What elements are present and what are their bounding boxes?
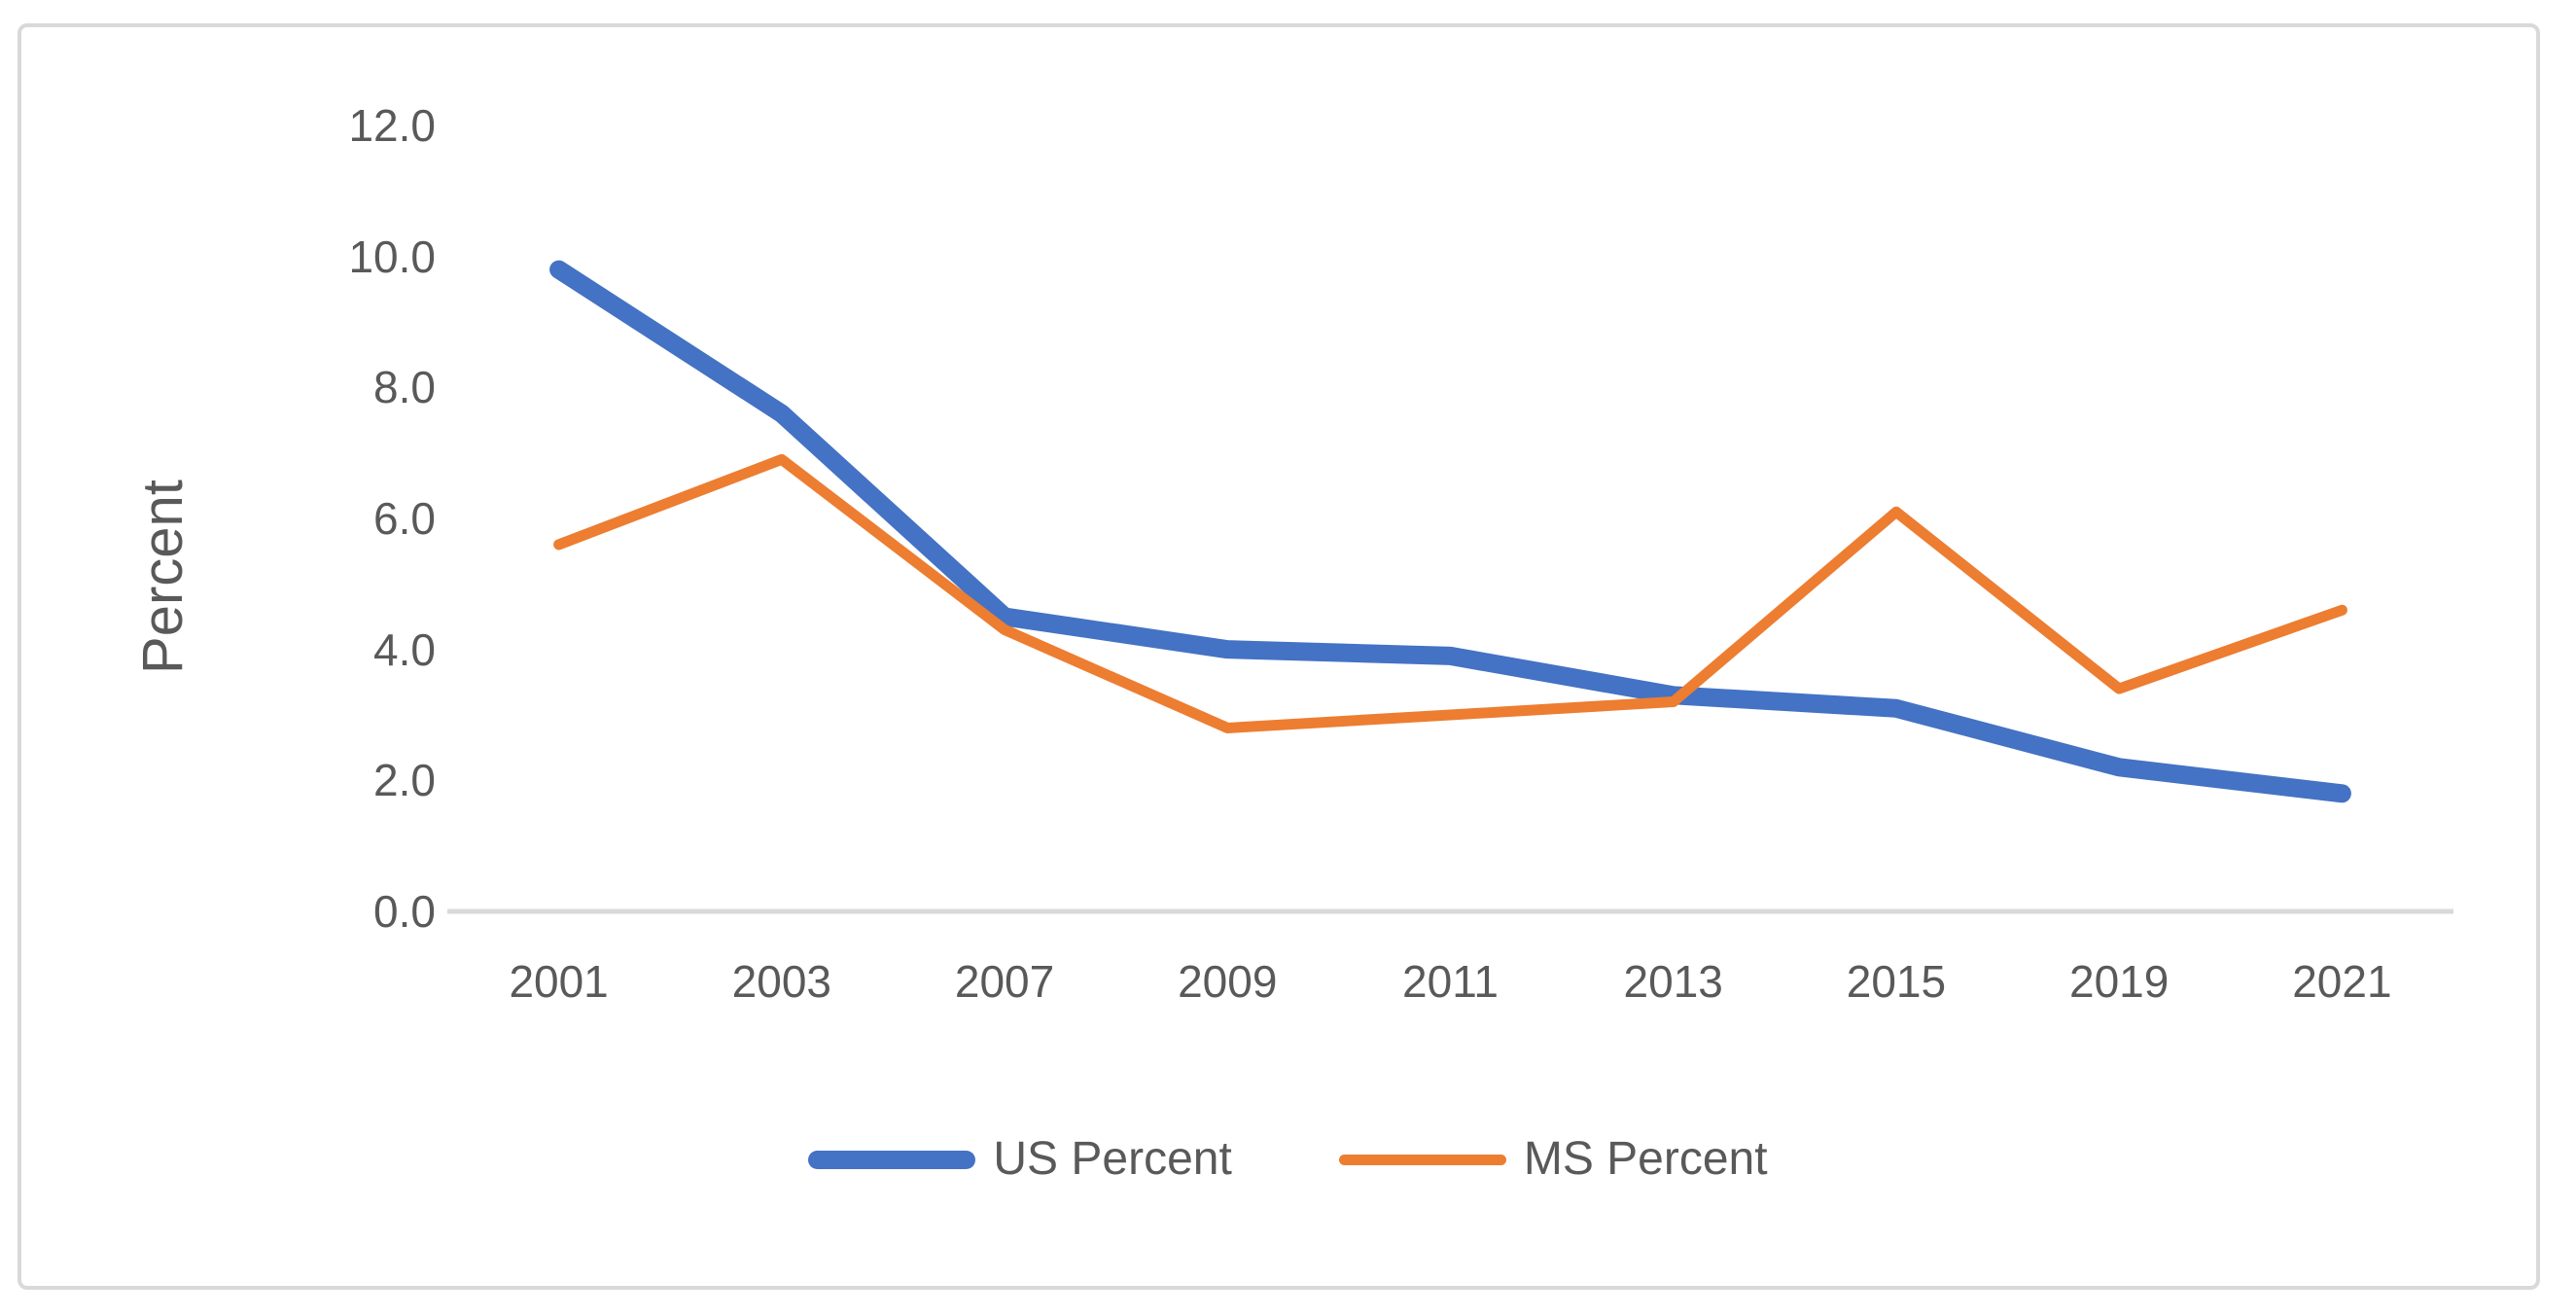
legend-label-ms: MS Percent: [1523, 1133, 1768, 1185]
legend: US Percent MS Percent: [0, 1134, 2576, 1185]
x-tick-label: 2015: [1846, 956, 1947, 1007]
x-tick-label: 2013: [1623, 956, 1723, 1007]
ms-line-swatch: [1338, 1154, 1506, 1165]
chart-border: [18, 23, 2540, 1290]
legend-item-ms: MS Percent: [1338, 1133, 1768, 1185]
y-tick-label: 6.0: [373, 493, 436, 544]
x-tick-label: 2003: [731, 956, 831, 1007]
x-tick-label: 2011: [1402, 956, 1499, 1007]
x-tick-label: 2019: [2068, 956, 2170, 1007]
legend-item-us: US Percent: [808, 1133, 1232, 1185]
x-tick-label: 2021: [2292, 956, 2392, 1007]
us-percent-line: [549, 260, 2351, 803]
x-tick-label: 2007: [954, 956, 1055, 1007]
y-tick-label: 4.0: [373, 623, 436, 675]
y-tick-label: 2.0: [373, 755, 436, 806]
y-tick-label: 10.0: [348, 231, 436, 282]
y-axis-title: Percent: [131, 480, 194, 674]
y-tick-label: 8.0: [373, 362, 436, 413]
ms-percent-line: [553, 453, 2347, 733]
x-tick-label: 2009: [1178, 956, 1278, 1007]
x-tick-label: 2001: [509, 956, 609, 1007]
legend-label-us: US Percent: [993, 1133, 1232, 1185]
y-tick-label: 12.0: [348, 100, 436, 151]
y-tick-label: 0.0: [373, 886, 436, 937]
us-line-swatch: [808, 1150, 976, 1169]
